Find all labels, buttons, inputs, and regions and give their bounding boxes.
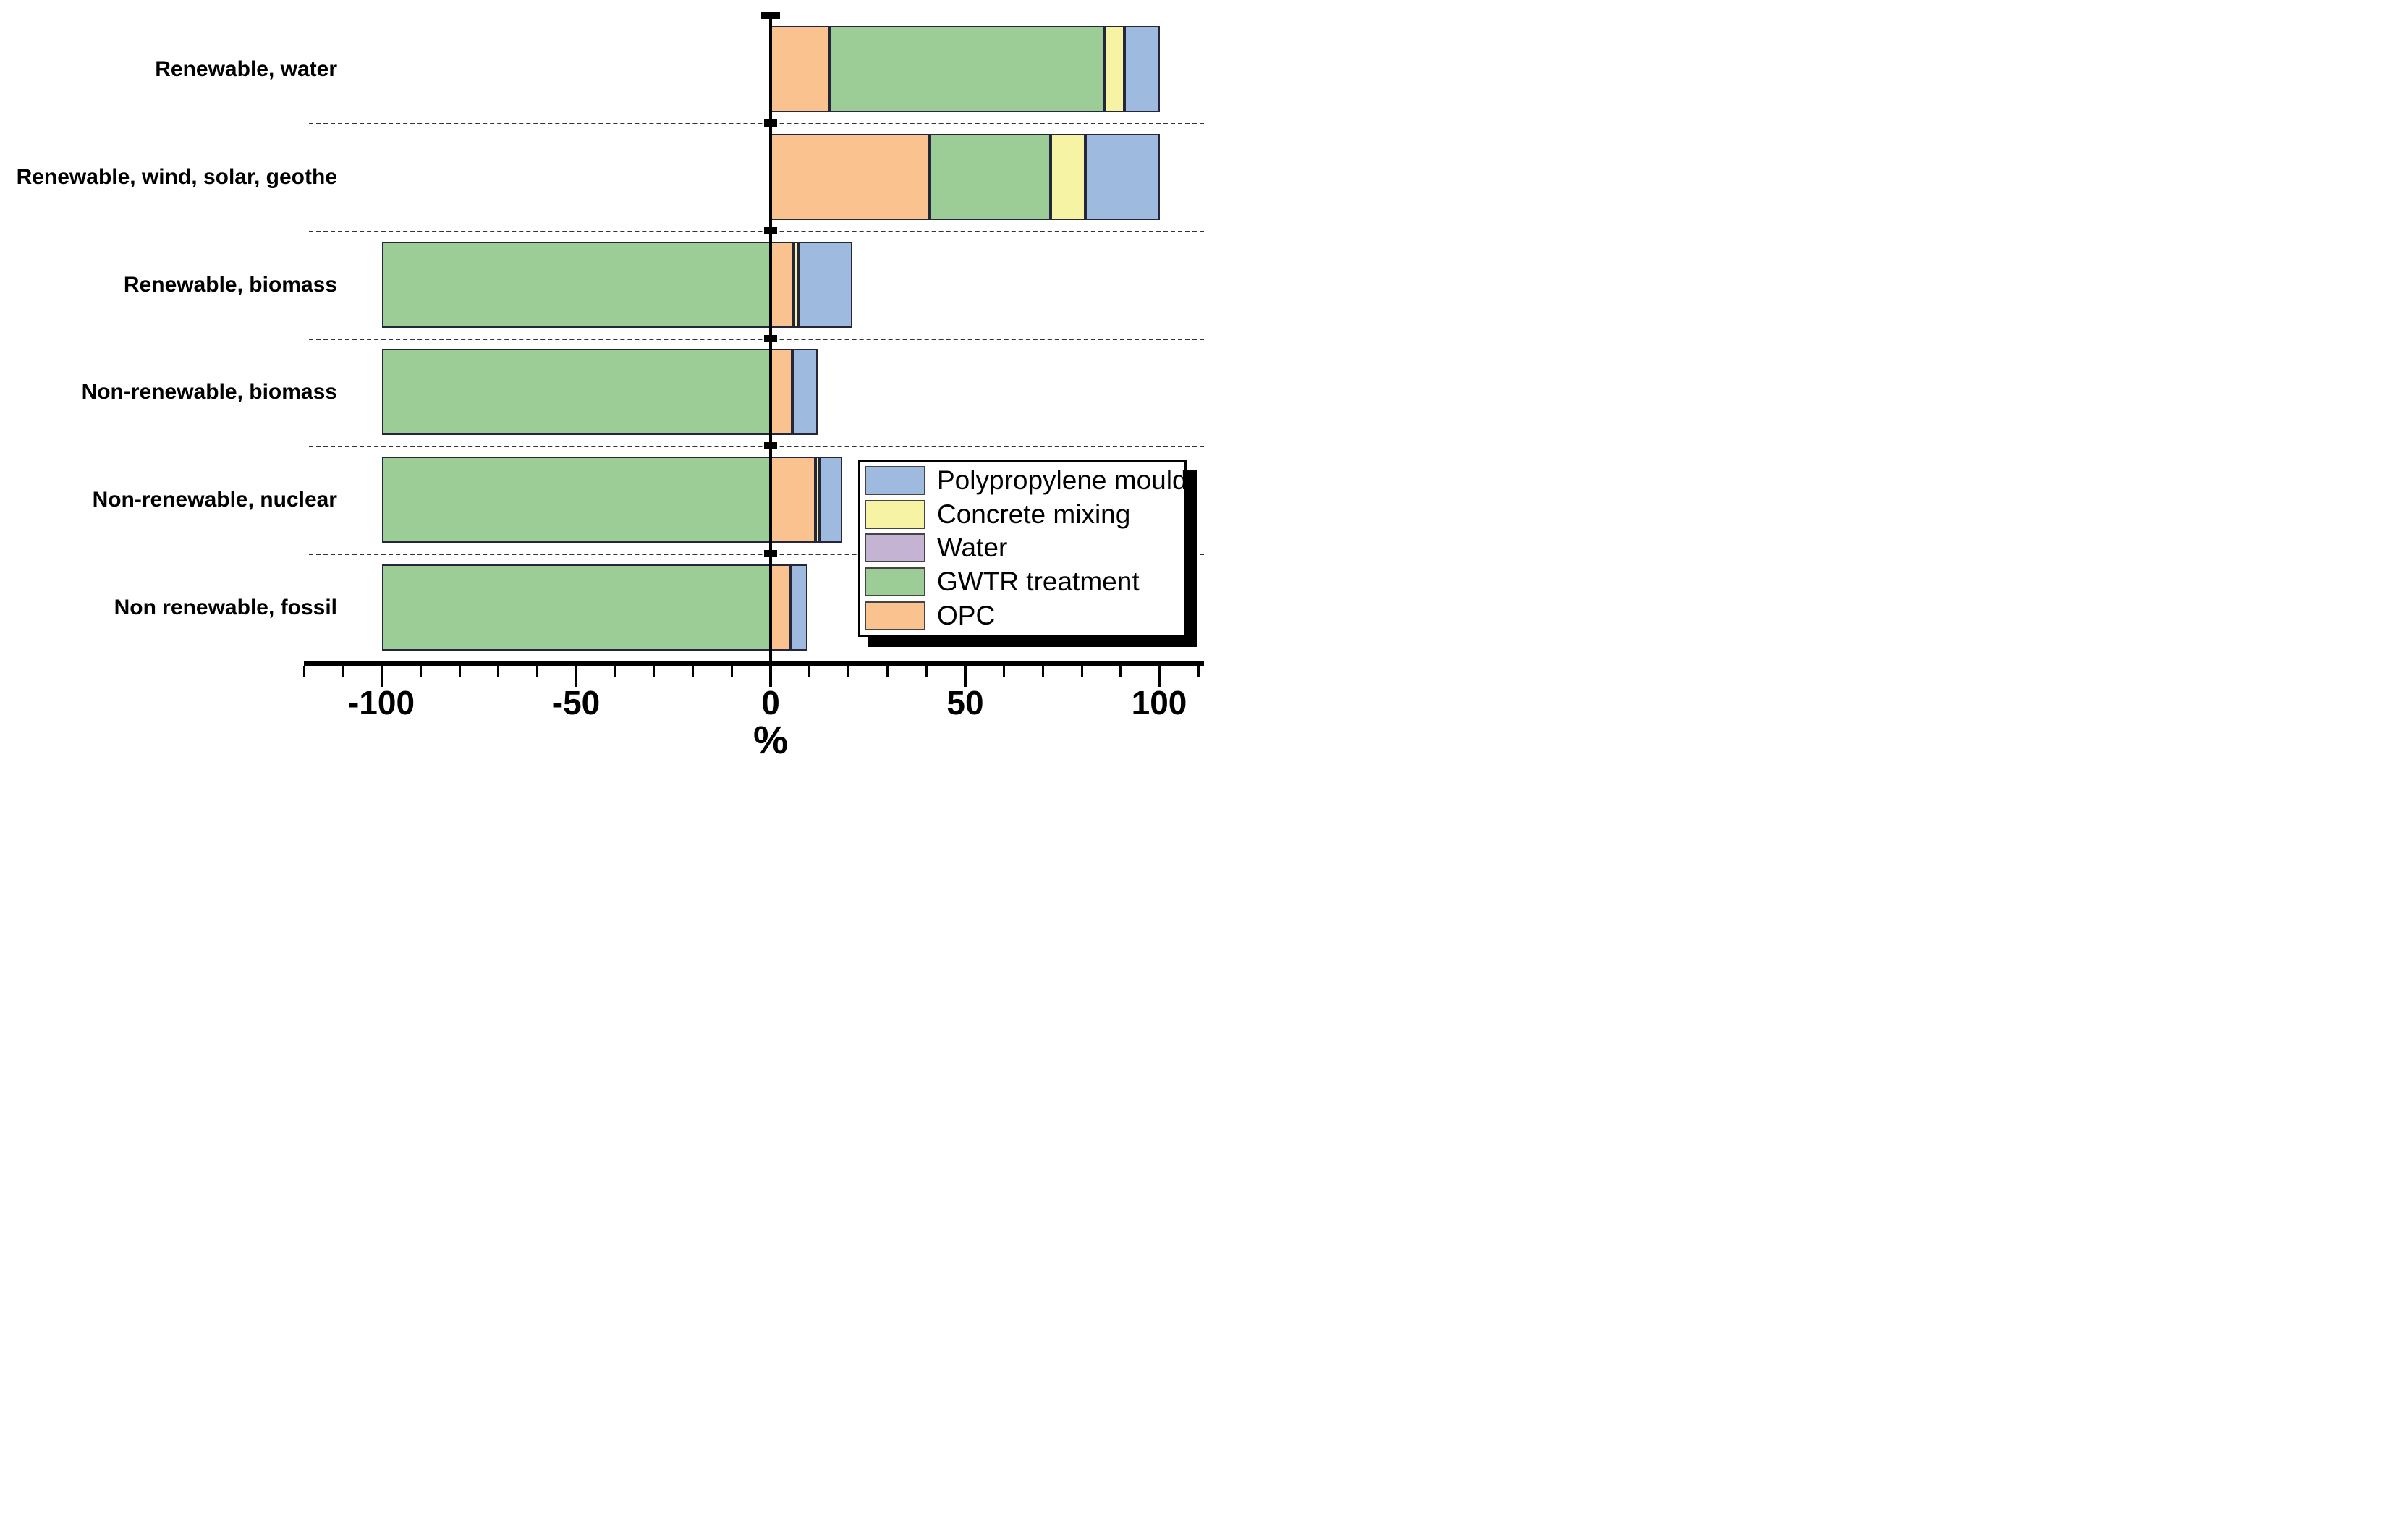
bar-segment bbox=[381, 241, 771, 328]
category-label-nonrenewable-biomass: Non-renewable, biomass bbox=[81, 379, 337, 404]
bar-segment bbox=[815, 457, 820, 543]
bar-segment bbox=[819, 457, 843, 543]
category-separator-line bbox=[309, 554, 1204, 556]
x-axis-minor-tick bbox=[1119, 666, 1122, 677]
category-label-renewable-wind: Renewable, wind, solar, geothe bbox=[16, 164, 337, 189]
y-axis-tick bbox=[764, 334, 777, 342]
x-axis-minor-tick bbox=[1080, 666, 1083, 677]
bar-segment bbox=[797, 241, 852, 328]
legend-label-concrete-mixing: Concrete mixing bbox=[937, 499, 1131, 529]
category-separator-line bbox=[309, 446, 1204, 448]
bar-segment bbox=[771, 349, 792, 436]
legend-item-water: Water bbox=[860, 531, 1184, 564]
stacked-bar-chart: Renewable, water Renewable, wind, solar,… bbox=[0, 0, 1204, 762]
bar-segment bbox=[789, 564, 808, 651]
y-axis-tick bbox=[764, 442, 777, 450]
bar-segment bbox=[1105, 25, 1125, 112]
x-axis-minor-tick bbox=[458, 666, 461, 677]
bar-segment bbox=[771, 133, 930, 220]
legend-label-polypropylene-mould: Polypropylene mould bbox=[937, 465, 1187, 495]
x-axis-minor-tick bbox=[925, 666, 928, 677]
legend-swatch-polypropylene-mould bbox=[865, 465, 925, 495]
x-tick-label-100: 100 bbox=[1131, 684, 1187, 721]
x-axis-minor-tick bbox=[614, 666, 616, 677]
legend-item-gwtr-treatment: GWTR treatment bbox=[860, 565, 1184, 598]
x-tick-label-0: 0 bbox=[761, 684, 780, 721]
y-axis-tick bbox=[764, 119, 777, 127]
bar-segment bbox=[381, 349, 771, 436]
bar-segment bbox=[771, 25, 829, 112]
y-axis-tick bbox=[764, 227, 777, 234]
x-axis-minor-tick bbox=[886, 666, 889, 677]
bar-segment bbox=[381, 564, 771, 651]
bar-segment bbox=[930, 133, 1051, 220]
legend-label-water: Water bbox=[937, 533, 1008, 563]
y-axis-tick bbox=[764, 550, 777, 558]
bar-segment bbox=[771, 241, 794, 328]
x-axis-minor-tick bbox=[808, 666, 811, 677]
x-axis-major-tick bbox=[769, 666, 772, 687]
x-tick-label-neg100: -100 bbox=[347, 684, 415, 721]
x-axis-minor-tick bbox=[653, 666, 656, 677]
legend-item-opc: OPC bbox=[860, 599, 1184, 632]
category-label-nonrenewable-nuclear: Non-renewable, nuclear bbox=[92, 487, 337, 512]
x-axis-minor-tick bbox=[1197, 666, 1200, 677]
bar-segment bbox=[1085, 133, 1160, 220]
category-label-renewable-water: Renewable, water bbox=[155, 56, 337, 81]
bar-segment bbox=[1051, 133, 1086, 220]
category-label-renewable-biomass: Renewable, biomass bbox=[123, 272, 337, 297]
y-axis-top-tick bbox=[761, 12, 780, 19]
x-axis-minor-tick bbox=[302, 666, 305, 677]
x-axis-minor-tick bbox=[536, 666, 538, 677]
x-axis-major-tick bbox=[380, 666, 383, 687]
bar-segment bbox=[771, 564, 790, 651]
legend-swatch-concrete-mixing bbox=[865, 499, 925, 529]
legend-label-gwtr-treatment: GWTR treatment bbox=[937, 567, 1140, 597]
bar-segment bbox=[794, 241, 798, 328]
category-separator-line bbox=[309, 230, 1204, 232]
category-separator-line bbox=[309, 338, 1204, 340]
x-axis-line bbox=[304, 661, 1204, 666]
x-tick-label-50: 50 bbox=[946, 684, 984, 721]
legend-swatch-gwtr-treatment bbox=[865, 567, 925, 597]
x-axis-major-tick bbox=[575, 666, 578, 687]
plot-area bbox=[0, 0, 1204, 762]
x-axis-minor-tick bbox=[497, 666, 500, 677]
bar-segment bbox=[771, 457, 815, 543]
x-axis-major-tick bbox=[1158, 666, 1161, 687]
x-axis-major-tick bbox=[963, 666, 967, 687]
bar-segment bbox=[792, 349, 818, 436]
x-axis-minor-tick bbox=[847, 666, 849, 677]
bar-segment bbox=[828, 25, 1106, 112]
legend-label-opc: OPC bbox=[937, 601, 996, 631]
bar-segment bbox=[381, 457, 771, 543]
x-axis-minor-tick bbox=[1041, 666, 1044, 677]
x-axis-minor-tick bbox=[730, 666, 733, 677]
x-axis-title: % bbox=[752, 719, 788, 762]
legend: Polypropylene mould Concrete mixing Wate… bbox=[858, 460, 1187, 637]
legend-swatch-opc bbox=[865, 601, 925, 631]
x-tick-label-neg50: -50 bbox=[551, 684, 601, 721]
category-separator-line bbox=[309, 122, 1204, 124]
bar-segment bbox=[1124, 25, 1160, 112]
category-label-nonrenewable-fossil: Non renewable, fossil bbox=[114, 595, 337, 619]
x-axis-minor-tick bbox=[1003, 666, 1005, 677]
x-axis-minor-tick bbox=[692, 666, 694, 677]
legend-swatch-water bbox=[865, 533, 925, 563]
x-axis-minor-tick bbox=[342, 666, 344, 677]
x-axis-minor-tick bbox=[419, 666, 422, 677]
legend-item-concrete-mixing: Concrete mixing bbox=[860, 498, 1184, 531]
legend-item-polypropylene-mould: Polypropylene mould bbox=[860, 464, 1187, 497]
